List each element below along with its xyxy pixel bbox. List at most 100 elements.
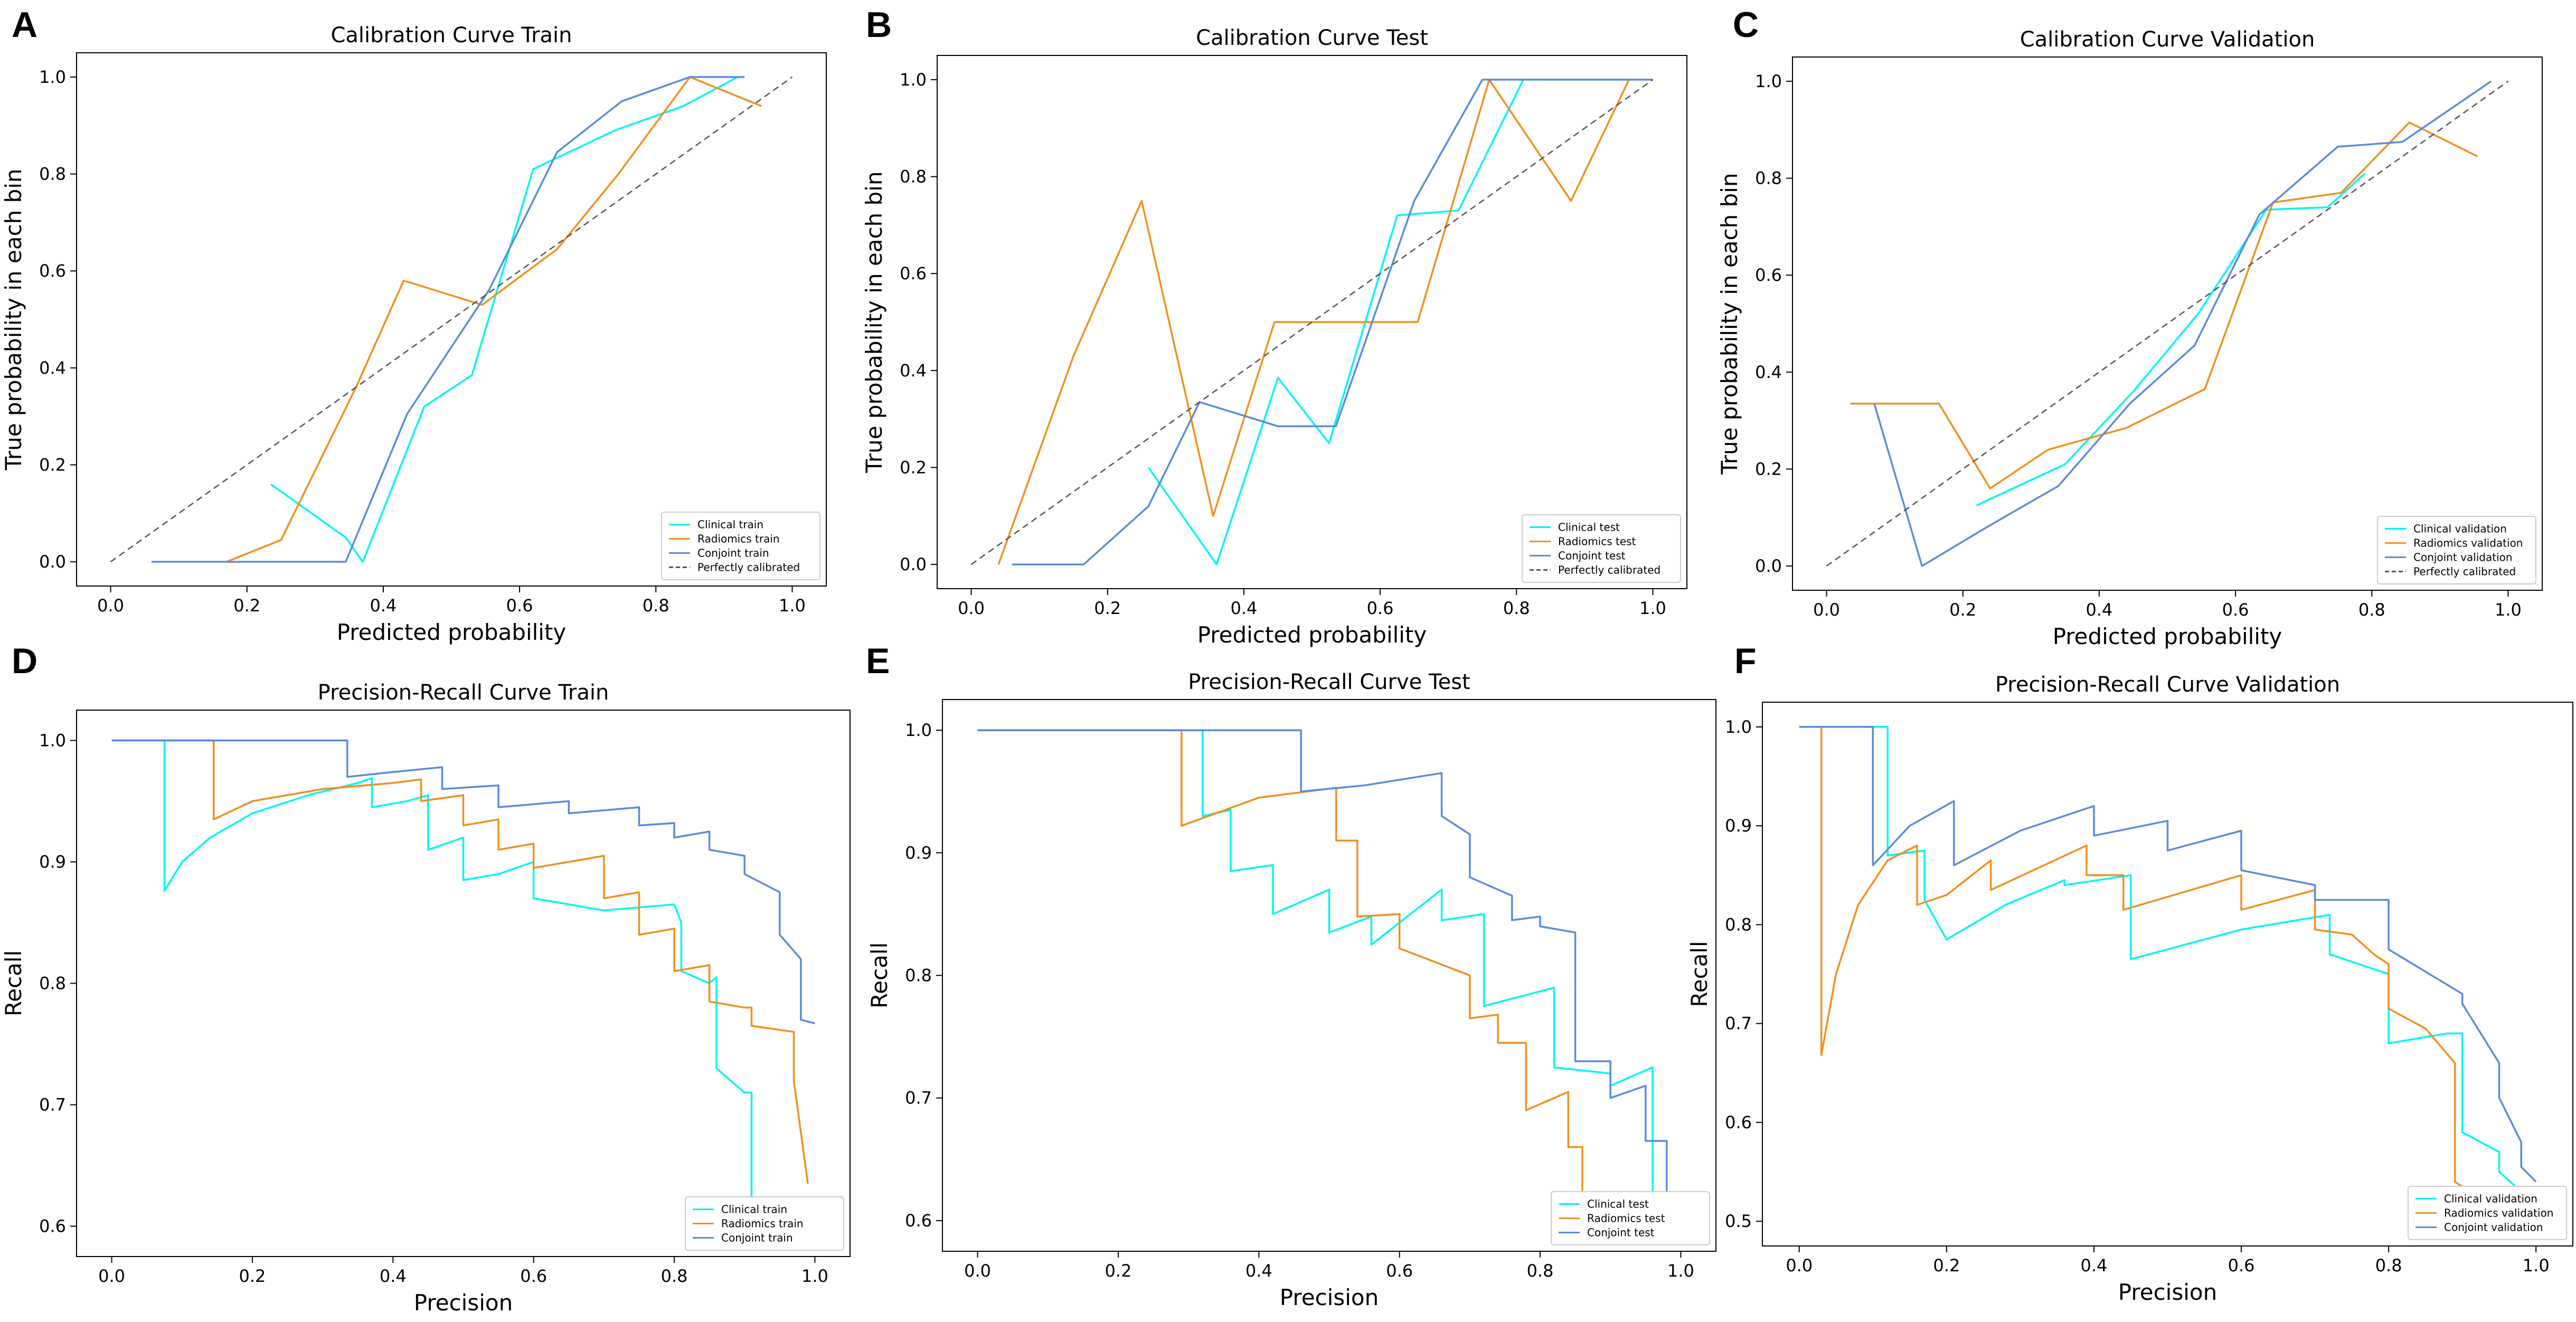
legend-a: Clinical train Radiomics train Conjoint tr… <box>661 512 820 580</box>
legend-label-clinical: Clinical test <box>1558 521 1620 534</box>
x-tick-label: 0.8 <box>1527 1261 1554 1281</box>
panel-letter-b: B <box>866 5 892 45</box>
axes-frame-f <box>1762 702 2573 1247</box>
legend-label-perfect: Perfectly calibrated <box>1558 564 1660 577</box>
x-tick-label: 0.4 <box>2081 1255 2108 1276</box>
y-tick-label: 1.0 <box>39 67 66 87</box>
x-tick-label: 0.4 <box>380 1266 407 1286</box>
panel-letter-d: D <box>12 641 37 681</box>
x-tick-label: 0.6 <box>2228 1255 2255 1276</box>
y-tick-label: 0.2 <box>39 455 66 475</box>
legend-label-conjoint: Conjoint validation <box>2444 1221 2543 1234</box>
series-line-conjoint-d <box>111 739 815 1025</box>
y-tick-label: 0.4 <box>900 361 927 381</box>
x-tick-label: 0.0 <box>1813 600 1840 620</box>
series-line-conjoint-f <box>1799 726 2537 1183</box>
y-axis-label-e: Recall <box>866 942 892 1008</box>
x-tick-label: 0.8 <box>2358 600 2385 620</box>
x-axis-label-a: Predicted probability <box>337 619 567 645</box>
axes-frame-c <box>1792 56 2543 591</box>
y-tick-label: 0.2 <box>900 457 927 477</box>
series-line-radiomics-f <box>1799 726 2478 1197</box>
y-tick-label: 0.8 <box>39 164 66 184</box>
panel-letter-f: F <box>1734 641 1757 681</box>
series-line-conjoint-a <box>152 76 745 563</box>
series-line-conjoint-b <box>1012 79 1653 565</box>
legend-c: Clinical validation Radiomics validationC… <box>2377 516 2536 584</box>
x-tick-label: 0.0 <box>1786 1255 1813 1276</box>
chart-title-c: Calibration Curve Validation <box>2020 27 2315 52</box>
y-tick-label: 0.8 <box>1725 914 1752 934</box>
legend-label-conjoint: Conjoint test <box>1587 1226 1655 1239</box>
legend-box <box>685 1196 844 1251</box>
x-axis-label-b: Predicted probability <box>1197 622 1427 648</box>
y-tick-label: 0.0 <box>900 554 927 574</box>
chart-title-b: Calibration Curve Test <box>1196 26 1428 50</box>
axes-frame-a <box>76 52 827 587</box>
y-tick-label: 1.0 <box>905 720 932 740</box>
y-axis-label-b: True probability in each bin <box>861 171 887 473</box>
x-axis-label-e: Precision <box>1280 1285 1379 1310</box>
x-tick-label: 0.8 <box>661 1266 688 1286</box>
legend-label-clinical: Clinical validation <box>2444 1193 2537 1205</box>
legend-label-conjoint: Conjoint train <box>721 1232 793 1244</box>
legend-label-radiomics: Radiomics test <box>1558 535 1636 548</box>
y-tick-label: 0.0 <box>1755 556 1782 576</box>
y-tick-label: 0.5 <box>1725 1211 1752 1231</box>
y-tick-label: 1.0 <box>1725 717 1752 737</box>
legend-box <box>661 512 820 580</box>
y-tick-label: 0.6 <box>39 261 66 281</box>
x-tick-label: 0.2 <box>233 596 260 616</box>
x-tick-label: 0.4 <box>2086 600 2112 620</box>
x-tick-label: 1.0 <box>2523 1255 2550 1276</box>
x-tick-label: 0.4 <box>1230 598 1257 618</box>
x-tick-label: 0.8 <box>2375 1255 2402 1276</box>
legend-label-clinical: Clinical train <box>697 518 763 531</box>
chart-title-a: Calibration Curve Train <box>331 23 572 48</box>
x-tick-label: 1.0 <box>779 596 806 616</box>
y-tick-label: 0.9 <box>905 843 932 863</box>
x-tick-label: 0.4 <box>370 596 397 616</box>
series-line-perfect-c <box>1826 80 2509 567</box>
x-tick-label: 0.6 <box>1386 1261 1413 1281</box>
y-tick-label: 1.0 <box>900 70 927 90</box>
series-line-clinical-d <box>111 739 767 1239</box>
x-tick-label: 1.0 <box>801 1266 828 1286</box>
series-group-e <box>977 729 1681 1230</box>
y-tick-label: 0.4 <box>1755 362 1782 382</box>
series-line-clinical-c <box>1976 173 2366 506</box>
legend-box <box>1522 514 1681 583</box>
y-tick-label: 0.6 <box>1725 1112 1752 1132</box>
panel-letter-c: C <box>1733 5 1759 45</box>
y-axis-label-f: Recall <box>1686 941 1712 1007</box>
legend-box <box>2377 516 2536 584</box>
chart-title-f: Precision-Recall Curve Validation <box>1995 673 2340 697</box>
chart-title-e: Precision-Recall Curve Test <box>1188 670 1470 694</box>
x-tick-label: 0.2 <box>239 1266 266 1286</box>
x-tick-label: 0.8 <box>1503 598 1530 618</box>
series-line-radiomics-c <box>1850 121 2478 489</box>
series-line-radiomics-b <box>997 79 1630 565</box>
x-tick-label: 0.6 <box>506 596 533 616</box>
y-tick-label: 0.8 <box>900 167 927 187</box>
legend-label-clinical: Clinical train <box>721 1203 787 1216</box>
y-axis-label-c: True probability in each bin <box>1716 173 1742 475</box>
chart-title-d: Precision-Recall Curve Train <box>318 681 609 705</box>
panel-e: E Precision-Recall Curve Test 0.0 0.2 0.4 0.6… <box>866 641 1716 1310</box>
y-tick-label: 0.8 <box>905 966 932 986</box>
x-tick-label: 1.0 <box>2495 600 2522 620</box>
y-axis-label-d: Recall <box>1 950 26 1016</box>
x-tick-label: 0.0 <box>98 1266 125 1286</box>
series-line-radiomics-d <box>111 739 809 1184</box>
x-tick-label: 0.2 <box>1094 598 1121 618</box>
x-tick-label: 0.4 <box>1245 1261 1272 1281</box>
panel-b: B Calibration Curve Test 0.0 0.2 0.4 0.6 0.8 1.… <box>861 5 1687 648</box>
y-tick-label: 0.6 <box>905 1211 932 1231</box>
legend-label-clinical: Clinical test <box>1587 1198 1649 1211</box>
y-tick-label: 0.6 <box>900 263 927 284</box>
panel-letter-a: A <box>12 5 37 45</box>
series-line-clinical-b <box>1147 79 1626 565</box>
series-line-conjoint-c <box>1873 80 2492 567</box>
